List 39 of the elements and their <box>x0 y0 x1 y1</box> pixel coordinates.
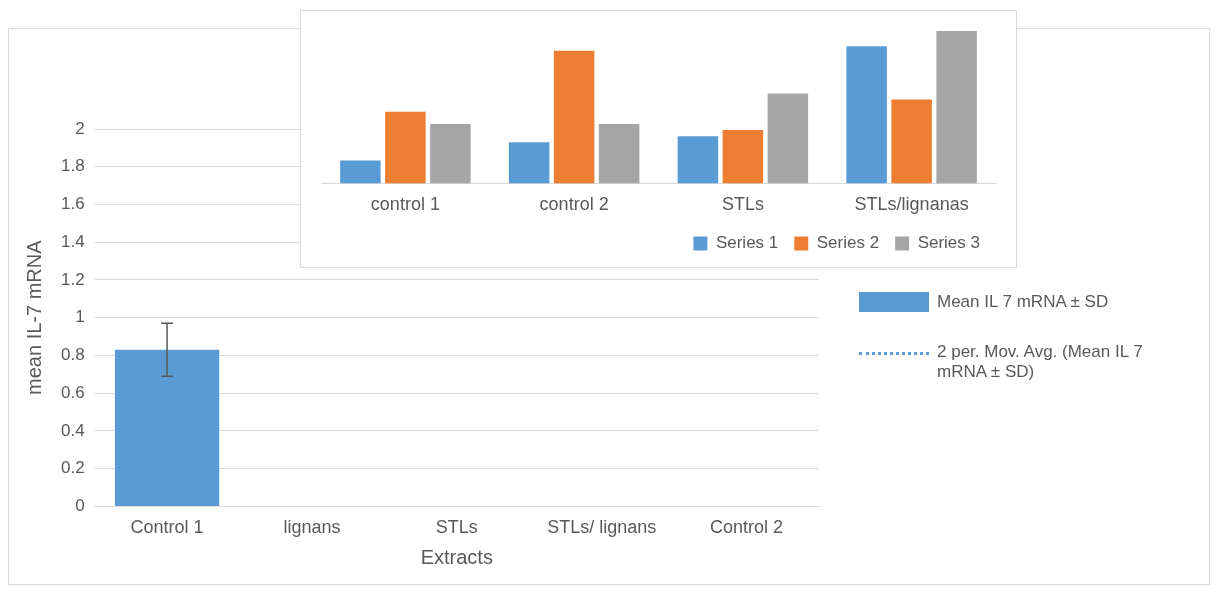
y-tick-label: 0 <box>75 496 85 516</box>
bar <box>677 136 719 184</box>
legend-label: Series 1 <box>715 233 779 253</box>
bar <box>385 111 426 184</box>
x-tick-label: STLs/ lignans <box>547 517 657 538</box>
y-axis-title: mean IL-7 mRNA <box>22 239 45 395</box>
y-tick-label: 1.4 <box>60 231 85 251</box>
x-tick-label: lignans <box>283 517 341 538</box>
x-axis-title: Extracts <box>420 545 493 568</box>
x-tick-label: Control 1 <box>130 517 204 538</box>
bar <box>598 123 640 184</box>
bar <box>891 99 932 184</box>
y-tick-label: 1.2 <box>60 269 85 289</box>
y-tick-label: 0.6 <box>60 382 85 402</box>
y-tick-label: 1.6 <box>60 194 85 214</box>
y-tick-label: 1.8 <box>60 156 85 176</box>
bar <box>430 123 471 184</box>
y-tick-label: 2 <box>75 118 85 138</box>
legend-label: Series 2 <box>816 233 880 253</box>
bar <box>767 93 809 184</box>
bar <box>340 160 381 184</box>
bar <box>936 31 977 184</box>
y-tick-label: 0.4 <box>60 420 85 440</box>
x-tick-label: STLs/lignanas <box>854 194 969 215</box>
x-tick-label: STLs <box>721 194 764 215</box>
x-tick-label: STLs <box>435 517 478 538</box>
bar <box>722 130 764 184</box>
y-tick-label: 0.2 <box>60 458 85 478</box>
x-tick-label: Control 2 <box>710 517 784 538</box>
y-tick-label: 1 <box>75 307 85 327</box>
x-tick-label: control 2 <box>539 194 609 215</box>
bar <box>846 46 887 184</box>
bar <box>553 50 595 184</box>
legend-label: Mean IL 7 mRNA ± SD <box>937 291 1109 312</box>
x-tick-label: control 1 <box>370 194 440 215</box>
bar <box>508 142 550 184</box>
legend-label: 2 per. Mov. Avg. (Mean IL 7 mRNA ± SD) <box>937 341 1144 382</box>
legend-label: Series 3 <box>917 233 981 253</box>
y-tick-label: 0.8 <box>60 345 85 365</box>
